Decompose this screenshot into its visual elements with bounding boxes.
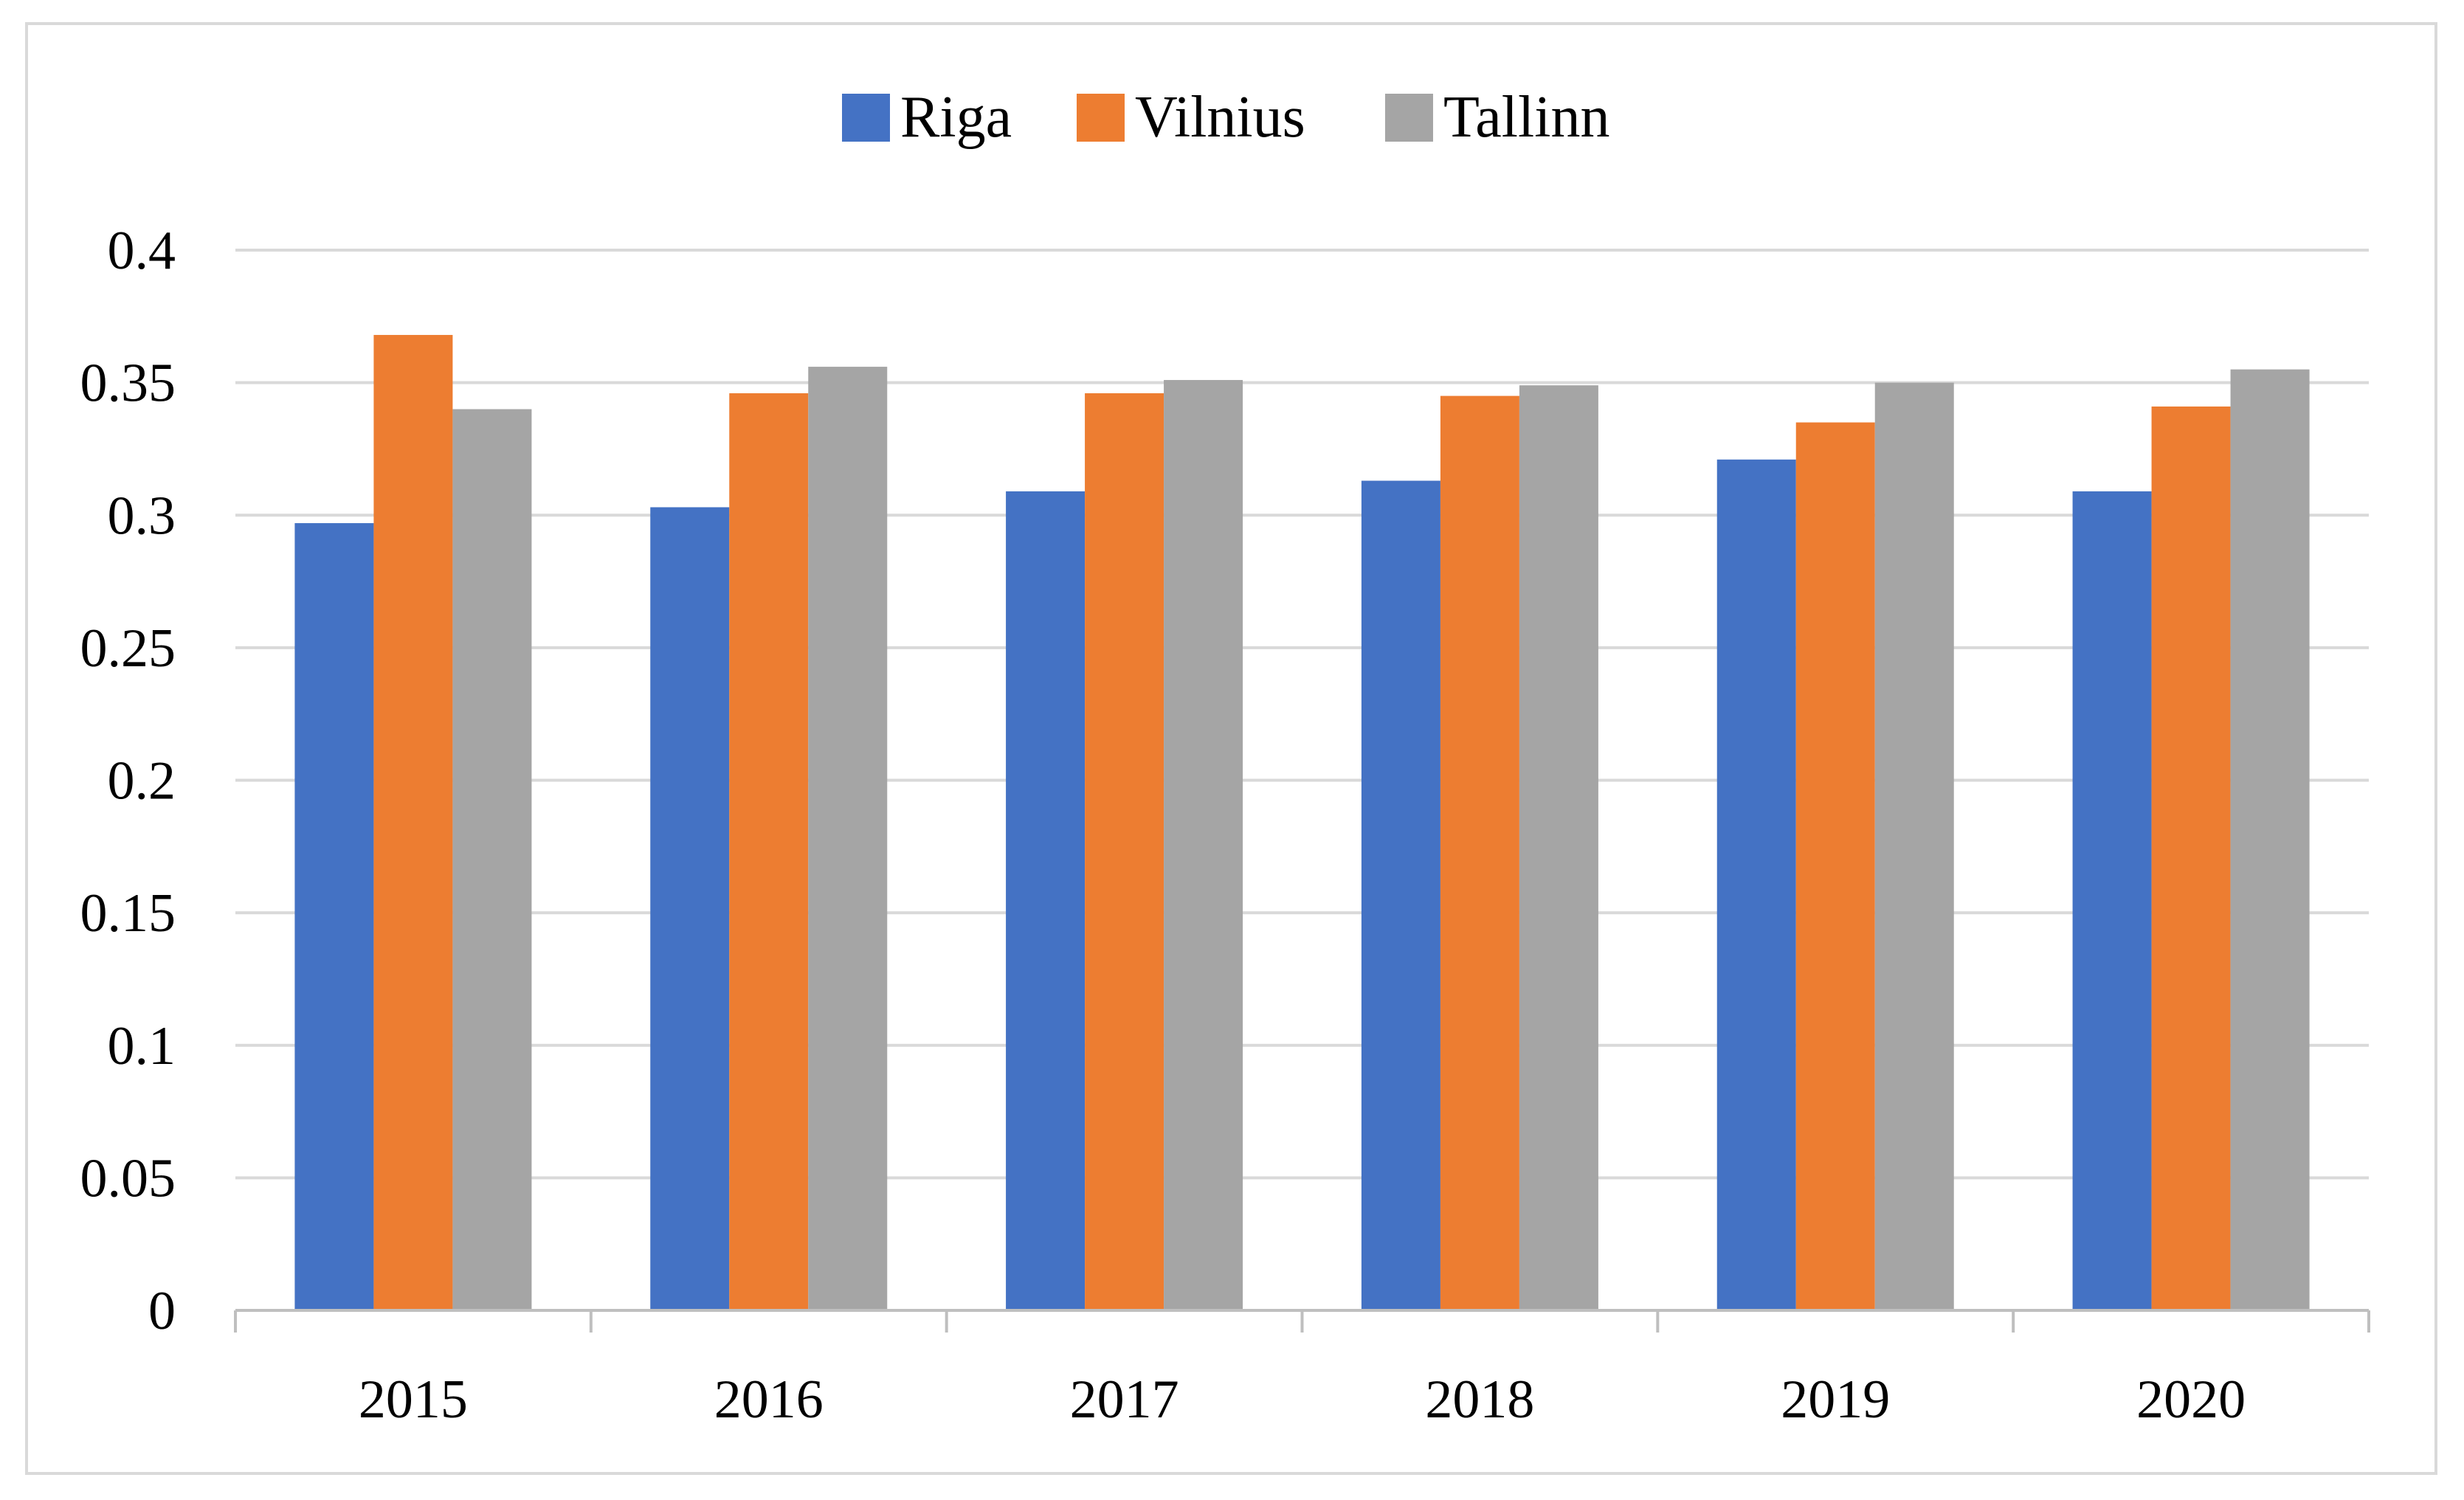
legend-label-riga: Riga (900, 85, 1012, 150)
legend-swatch-riga (842, 94, 890, 142)
bar-vilnius-2016 (729, 393, 809, 1310)
y-tick-label: 0.4 (108, 221, 176, 281)
bar-riga-2017 (1006, 491, 1086, 1310)
bar-riga-2018 (1361, 480, 1440, 1310)
y-tick-label: 0.3 (108, 485, 176, 546)
bar-tallinn-2015 (452, 409, 532, 1310)
y-tick-label: 0.05 (80, 1148, 176, 1209)
bar-vilnius-2019 (1795, 422, 1875, 1311)
y-tick-label: 0.1 (108, 1016, 176, 1076)
bar-tallinn-2020 (2230, 369, 2310, 1311)
legend-swatch-vilnius (1077, 94, 1125, 142)
y-tick-labels: 0 0.05 0.1 0.15 0.2 0.25 0.3 0.35 0.4 (80, 221, 176, 1341)
y-tick-label: 0.2 (108, 751, 176, 812)
y-tick-label: 0.15 (80, 883, 176, 944)
x-tick-label: 2016 (714, 1369, 824, 1430)
legend-label-vilnius: Vilnius (1135, 85, 1305, 150)
x-tick-labels: 2015 2016 2017 2018 2019 2020 (359, 1369, 2246, 1430)
x-tick-label: 2019 (1781, 1369, 1890, 1430)
bar-tallinn-2017 (1164, 380, 1243, 1310)
bar-vilnius-2015 (373, 334, 453, 1311)
bar-tallinn-2019 (1874, 382, 1954, 1310)
legend-label-tallinn: Tallinn (1443, 85, 1609, 150)
legend: Riga Vilnius Tallinn (842, 85, 1609, 150)
y-tick-label: 0.25 (80, 618, 176, 679)
x-axis (234, 1309, 2370, 1333)
bar-vilnius-2020 (2151, 406, 2231, 1310)
bar-tallinn-2016 (808, 367, 888, 1310)
x-tick-label: 2020 (2136, 1369, 2246, 1430)
gridlines (235, 249, 2369, 1180)
x-tick-label: 2017 (1070, 1369, 1179, 1430)
x-tick-label: 2015 (359, 1369, 468, 1430)
bars (294, 334, 2310, 1311)
bar-vilnius-2018 (1440, 395, 1519, 1310)
bar-riga-2015 (294, 523, 374, 1310)
x-tick-label: 2018 (1425, 1369, 1534, 1430)
bar-riga-2019 (1716, 459, 1796, 1310)
bar-vilnius-2017 (1085, 393, 1164, 1310)
bar-tallinn-2018 (1519, 385, 1598, 1310)
legend-swatch-tallinn (1385, 94, 1433, 142)
y-tick-label: 0 (148, 1281, 176, 1341)
bar-riga-2016 (650, 507, 730, 1311)
y-tick-label: 0.35 (80, 353, 176, 414)
bar-riga-2020 (2072, 491, 2152, 1310)
